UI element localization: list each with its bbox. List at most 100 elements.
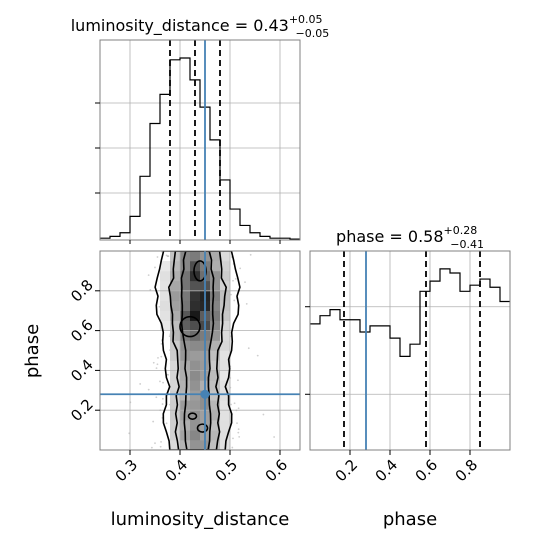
- sample-point: [147, 388, 150, 391]
- density-cell: [190, 280, 201, 292]
- sample-point: [249, 253, 252, 256]
- density-cell: [210, 410, 221, 421]
- density-cell: [220, 330, 231, 341]
- density-cell: [220, 270, 231, 282]
- y-tick-label: 0.4: [67, 356, 97, 386]
- contour-level-2: [167, 251, 228, 450]
- density-cell: [210, 270, 221, 282]
- histogram-panel-luminosity-distance: [95, 39, 301, 244]
- density-cell: [220, 320, 231, 331]
- sample-point: [237, 431, 240, 434]
- x-tick-label: 0.8: [452, 456, 482, 486]
- sample-point: [147, 274, 150, 276]
- title-plus: +0.05: [289, 13, 323, 26]
- density-cell: [190, 300, 201, 311]
- density-cell: [220, 340, 231, 351]
- sample-point: [237, 379, 239, 382]
- sample-point: [230, 293, 232, 296]
- density-cell: [190, 370, 201, 381]
- panel-frame: [99, 250, 301, 451]
- density-cell: [180, 380, 191, 391]
- density-cell: [210, 330, 221, 341]
- density-cell: [180, 260, 191, 272]
- density-cell: [160, 280, 171, 292]
- sample-point: [167, 373, 170, 376]
- sample-point: [244, 281, 246, 284]
- density-cell: [220, 370, 231, 381]
- density-cell: [180, 320, 191, 331]
- panel-title-phase: phase = 0.58+0.28 −0.41: [336, 224, 484, 251]
- title-name: phase: [336, 227, 384, 246]
- density-cell: [210, 360, 221, 371]
- sample-point: [162, 381, 164, 384]
- density-cell: [170, 280, 181, 292]
- density-cell: [170, 310, 181, 321]
- truth-point: [200, 389, 210, 399]
- density-cell: [190, 440, 201, 450]
- contour-blob: [196, 423, 209, 433]
- sample-point: [157, 357, 159, 359]
- contour-blob: [179, 315, 201, 338]
- density-cell: [210, 370, 221, 381]
- sample-point: [156, 363, 159, 366]
- density-cell: [210, 280, 221, 292]
- histogram-panel-phase: 0.2 0.4 0.6 0.8: [305, 250, 511, 486]
- sample-point: [160, 343, 163, 345]
- sample-point: [262, 413, 265, 416]
- density-cell: [160, 290, 171, 302]
- density-cell: [170, 420, 181, 431]
- density-cell: [170, 360, 181, 371]
- density-cell: [210, 290, 221, 302]
- density-cell: [170, 440, 181, 450]
- sample-point: [245, 302, 248, 305]
- density-cell: [190, 251, 201, 262]
- y-tick-label: 0.2: [67, 395, 97, 425]
- y-axis-label-phase: phase: [22, 324, 43, 378]
- x-tick-label: 0.2: [332, 456, 362, 486]
- sample-point: [247, 347, 250, 350]
- sample-point: [238, 435, 241, 438]
- sample-point: [232, 437, 234, 440]
- contour-level-1: [154, 251, 241, 450]
- density-cell: [190, 310, 201, 321]
- density-cell: [220, 300, 231, 311]
- panel-frame: [99, 39, 301, 241]
- density-cell: [180, 270, 191, 282]
- density-cell: [210, 260, 221, 272]
- sample-point: [161, 397, 164, 400]
- sample-point: [152, 361, 155, 364]
- density-cell: [170, 300, 181, 311]
- sample-point: [160, 440, 162, 443]
- density-cell: [220, 430, 231, 441]
- x-tick-label: 0.3: [112, 456, 142, 486]
- sample-point: [234, 277, 237, 280]
- density-cell: [210, 420, 221, 431]
- sample-point: [155, 367, 158, 370]
- title-plus: +0.28: [444, 224, 478, 237]
- density-cell: [170, 270, 181, 282]
- sample-point: [149, 288, 152, 291]
- density-cell: [190, 340, 201, 351]
- density-cell: [210, 440, 221, 450]
- density-cell: [170, 390, 181, 401]
- density-cell: [160, 320, 171, 331]
- panel-title-luminosity-distance: luminosity_distance = 0.43+0.05 −0.05: [71, 13, 330, 40]
- sample-point: [161, 403, 164, 405]
- panel-frame: [309, 250, 511, 451]
- density-cell: [190, 290, 201, 302]
- title-value: 0.43: [253, 16, 289, 35]
- sample-point: [154, 442, 156, 445]
- density-cell: [210, 400, 221, 411]
- density-cell: [160, 300, 171, 311]
- x-tick-label: 0.5: [212, 456, 242, 486]
- sample-point: [239, 267, 242, 270]
- sample-point: [160, 355, 163, 358]
- y-tick-label: 0.6: [67, 316, 97, 346]
- x-tick-label: 0.6: [412, 456, 442, 486]
- density-cell: [210, 300, 221, 311]
- sample-point: [159, 380, 161, 383]
- title-minus: −0.41: [450, 238, 484, 251]
- x-tick-label: 0.6: [262, 456, 292, 486]
- x-axis-label-phase: phase: [383, 509, 437, 530]
- density-cell: [160, 270, 171, 282]
